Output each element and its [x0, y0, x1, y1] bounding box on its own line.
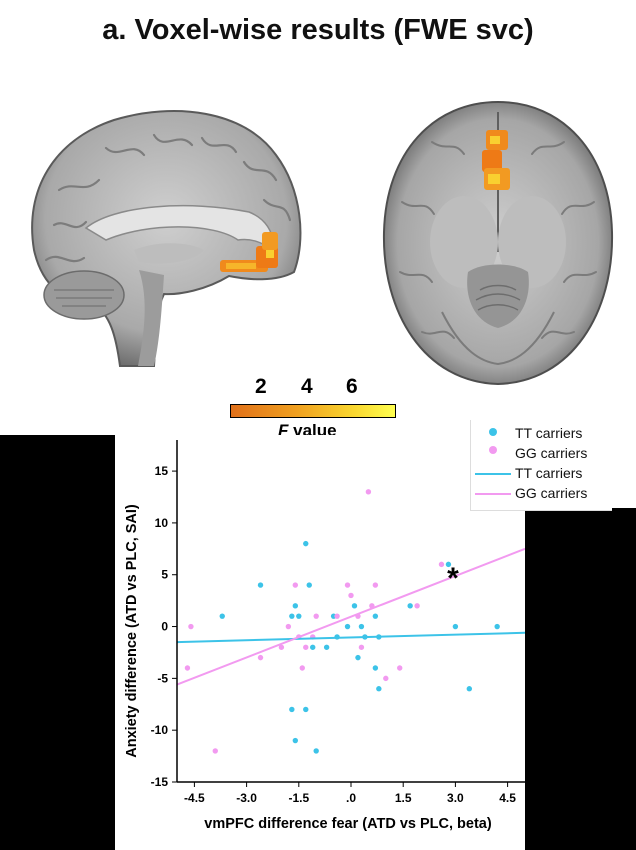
scatter-plot: -15 -10 -5 0 5 10 15 -4.5 -3.0 -1.5 .0 1.5 3.0 4.5 *…	[124, 440, 525, 832]
legend-label: TT carriers	[515, 425, 583, 441]
black-margin-left	[0, 435, 115, 850]
point-gg-carriers	[414, 603, 420, 609]
point-tt-carriers	[219, 613, 225, 619]
point-tt-carriers	[452, 623, 459, 630]
point-gg-carriers	[184, 665, 191, 671]
point-tt-carriers	[355, 654, 361, 661]
y-tick-label: -10	[151, 723, 169, 737]
legend-line-tt	[475, 473, 511, 475]
y-tick-label: 5	[161, 568, 168, 582]
fit-line-tt-carriers	[176, 631, 525, 644]
x-tick-label: -3.0	[236, 791, 257, 805]
black-margin-right	[525, 508, 636, 850]
point-gg-carriers	[212, 748, 218, 754]
x-tick-label: 4.5	[499, 791, 516, 805]
x-tick-label: 3.0	[447, 791, 464, 805]
legend-label: GG carriers	[515, 445, 588, 461]
legend-item-gg-marker: GG carriers	[471, 444, 612, 464]
point-tt-carriers	[289, 706, 295, 713]
colorbar-tick: 2	[255, 375, 267, 398]
x-tick-label: .0	[346, 791, 356, 805]
colorbar-label-f: F	[278, 421, 289, 440]
sagittal-brain-slice	[31, 110, 302, 367]
point-gg-carriers	[257, 654, 264, 661]
point-tt-carriers	[407, 603, 413, 609]
point-tt-carriers	[323, 644, 330, 650]
point-tt-carriers	[466, 686, 473, 692]
point-tt-carriers	[376, 686, 382, 692]
point-tt-carriers	[257, 582, 264, 588]
point-gg-carriers	[358, 644, 365, 650]
point-gg-carriers	[303, 644, 309, 650]
point-tt-carriers	[445, 561, 452, 568]
y-tick-label: 10	[155, 516, 169, 530]
point-tt-carriers	[303, 706, 309, 713]
x-axis-label: vmPFC difference fear (ATD vs PLC, beta)	[204, 816, 492, 832]
point-gg-carriers	[365, 489, 372, 495]
point-tt-carriers	[306, 582, 312, 588]
point-gg-carriers	[348, 592, 354, 599]
point-tt-carriers	[313, 748, 319, 754]
axial-brain-slice	[382, 100, 614, 386]
y-tick-label: 0	[161, 620, 168, 634]
point-tt-carriers	[292, 737, 299, 744]
point-gg-carriers	[299, 665, 305, 671]
legend-item-gg-line: GG carriers	[471, 484, 612, 504]
legend-marker-gg	[489, 446, 497, 454]
point-gg-carriers	[397, 665, 403, 671]
colorbar-ticks: 2 4 6	[226, 375, 396, 401]
point-tt-carriers	[358, 623, 365, 630]
legend-label: GG carriers	[515, 485, 588, 501]
point-tt-carriers	[310, 644, 316, 650]
legend: TT carriers GG carriers TT carriers GG c…	[470, 420, 612, 511]
y-ticks-layer: -15 -10 -5 0 5 10 15	[151, 464, 177, 789]
y-tick-label: 15	[155, 464, 169, 478]
x-tick-label: -1.5	[288, 791, 309, 805]
x-tick-label: -4.5	[184, 791, 205, 805]
significance-annotation: *	[447, 562, 459, 595]
fit-lines-layer	[176, 547, 525, 686]
point-tt-carriers	[494, 623, 500, 630]
points-layer	[184, 489, 500, 754]
legend-item-tt-marker: TT carriers	[471, 424, 612, 444]
x-tick-label: 1.5	[395, 791, 412, 805]
point-tt-carriers	[303, 540, 309, 547]
legend-item-tt-line: TT carriers	[471, 464, 612, 484]
y-tick-label: -15	[151, 775, 169, 789]
fit-line-gg-carriers	[176, 547, 525, 686]
point-gg-carriers	[438, 561, 445, 568]
point-gg-carriers	[344, 582, 351, 588]
point-gg-carriers	[383, 675, 389, 682]
y-tick-label: -5	[157, 671, 168, 685]
point-gg-carriers	[334, 613, 340, 619]
point-tt-carriers	[372, 613, 379, 619]
point-tt-carriers	[351, 603, 358, 609]
colorbar-tick: 6	[346, 375, 358, 398]
point-tt-carriers	[344, 623, 351, 630]
point-tt-carriers	[289, 613, 295, 619]
point-gg-carriers	[188, 623, 194, 630]
point-gg-carriers	[278, 644, 285, 650]
point-gg-carriers	[313, 613, 319, 619]
colorbar-tick: 4	[301, 375, 313, 398]
point-gg-carriers	[292, 582, 299, 588]
x-ticks-layer: -4.5 -3.0 -1.5 .0 1.5 3.0 4.5	[184, 782, 516, 805]
legend-marker-tt	[489, 428, 497, 436]
point-tt-carriers	[372, 665, 379, 671]
point-tt-carriers	[296, 613, 302, 619]
legend-line-gg	[475, 493, 511, 495]
colorbar-gradient	[230, 404, 396, 418]
point-tt-carriers	[292, 603, 299, 609]
y-axis-label: Anxiety difference (ATD vs PLC, SAI)	[124, 504, 140, 758]
legend-label: TT carriers	[515, 465, 583, 481]
point-gg-carriers	[372, 582, 379, 588]
figure-title: a. Voxel-wise results (FWE svc)	[102, 14, 534, 46]
point-gg-carriers	[285, 623, 292, 630]
